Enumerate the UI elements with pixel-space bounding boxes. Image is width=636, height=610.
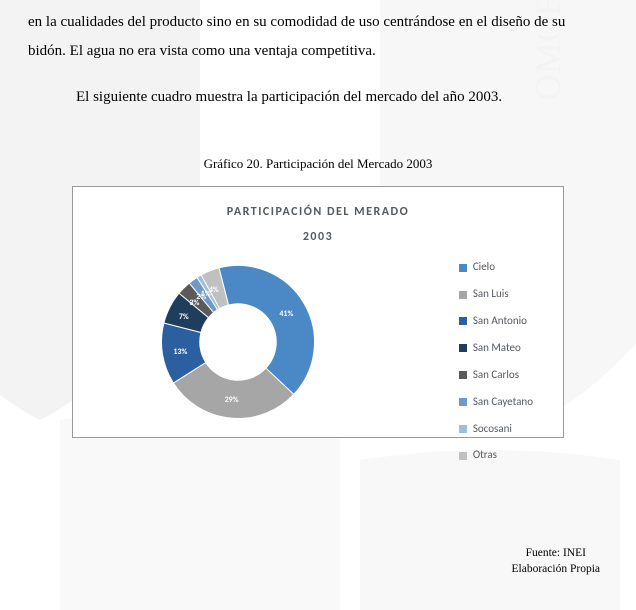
page-content: en la cualidades del producto sino en su…	[0, 0, 636, 438]
donut-chart: 41%29%13%7%3%2%1%4%	[153, 257, 323, 427]
chart-container: PARTICIPACIÓN DEL MERADO 2003 41% 29% 13% 7…	[72, 186, 564, 438]
legend-item-san-cayetano: San Cayetano	[459, 392, 533, 413]
body-line-1: en la cualidades del producto sino en su…	[28, 8, 608, 37]
legend-swatch	[459, 264, 467, 272]
legend-swatch	[459, 425, 467, 433]
legend-label: San Mateo	[473, 338, 521, 359]
slice-label-san-mateo: 7%	[179, 310, 189, 325]
legend-swatch	[459, 291, 467, 299]
slice-label-san-luis: 29%	[225, 393, 239, 408]
chart-legend: Cielo San Luis San Antonio San Mateo San Car…	[459, 257, 533, 472]
source-line-1: Fuente: INEI	[512, 545, 600, 561]
legend-label: Otras	[473, 445, 497, 466]
chart-caption: Gráfico 20. Participación del Mercado 20…	[28, 152, 608, 177]
legend-label: San Carlos	[473, 365, 519, 386]
legend-item-cielo: Cielo	[459, 257, 533, 278]
legend-label: San Luis	[473, 284, 509, 305]
legend-swatch	[459, 398, 467, 406]
legend-swatch	[459, 371, 467, 379]
legend-item-otras: Otras	[459, 445, 533, 466]
legend-item-san-carlos: San Carlos	[459, 365, 533, 386]
slice-label-san-antonio: 13%	[173, 345, 187, 360]
chart-source: Fuente: INEI Elaboración Propia	[512, 545, 600, 577]
legend-item-socosani: Socosani	[459, 419, 533, 440]
chart-title-2: 2003	[73, 226, 563, 249]
legend-label: San Antonio	[473, 311, 527, 332]
legend-swatch	[459, 452, 467, 460]
legend-label: Cielo	[473, 257, 495, 278]
slice-label-cielo: 41%	[279, 307, 293, 322]
source-line-2: Elaboración Propia	[512, 561, 600, 577]
legend-label: San Cayetano	[473, 392, 533, 413]
slice-label-otras: 4%	[209, 283, 219, 298]
legend-item-san-luis: San Luis	[459, 284, 533, 305]
legend-swatch	[459, 344, 467, 352]
body-line-3: El siguiente cuadro muestra la participa…	[28, 83, 608, 112]
body-line-2: bidón. El agua no era vista como una ven…	[28, 37, 608, 66]
legend-label: Socosani	[473, 419, 512, 440]
chart-title-1: PARTICIPACIÓN DEL MERADO	[73, 201, 563, 224]
legend-item-san-antonio: San Antonio	[459, 311, 533, 332]
legend-item-san-mateo: San Mateo	[459, 338, 533, 359]
legend-swatch	[459, 317, 467, 325]
